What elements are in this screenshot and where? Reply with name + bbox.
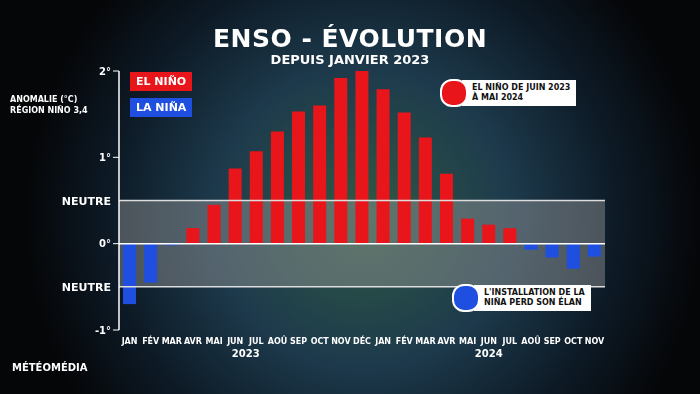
svg-text:OCT: OCT — [564, 337, 583, 346]
html-text:ENSO - ÉVOLUTION: ENSO - ÉVOLUTION — [212, 24, 488, 53]
svg-text:AOÛ: AOÛ — [268, 335, 288, 346]
html-text:EL NIÑO: EL NIÑO — [136, 75, 187, 88]
svg-text:JUL: JUL — [502, 337, 518, 346]
svg-text:MAI: MAI — [206, 337, 223, 346]
svg-text:DÉC: DÉC — [353, 335, 371, 346]
svg-text:SEP: SEP — [290, 337, 307, 346]
html-text:2024: 2024 — [474, 348, 503, 359]
svg-text:2°: 2° — [99, 66, 111, 77]
svg-text:AVR: AVR — [184, 337, 202, 346]
svg-text:MAR: MAR — [162, 337, 182, 346]
html-text:LA NIÑA: LA NIÑA — [136, 101, 187, 114]
svg-text:0°: 0° — [99, 238, 111, 249]
html-text:MÉTÉOMÉDIA: MÉTÉOMÉDIA — [12, 362, 88, 373]
svg-text:-1°: -1° — [95, 325, 111, 336]
html-text:NIÑA PERD SON ÉLAN: NIÑA PERD SON ÉLAN — [484, 298, 582, 307]
svg-text:AVR: AVR — [438, 337, 456, 346]
html-text:RÉGION NIÑO 3,4: RÉGION NIÑO 3,4 — [10, 106, 88, 115]
svg-text:MAI: MAI — [459, 337, 476, 346]
svg-text:JAN: JAN — [374, 337, 391, 346]
html-text:DEPUIS JANVIER 2023: DEPUIS JANVIER 2023 — [270, 52, 430, 67]
svg-text:NEUTRE: NEUTRE — [62, 195, 111, 208]
svg-text:NEUTRE: NEUTRE — [62, 281, 111, 294]
svg-text:JUL: JUL — [248, 337, 264, 346]
svg-text:NOV: NOV — [585, 337, 605, 346]
svg-text:JUN: JUN — [226, 337, 243, 346]
html-text:ANOMALIE (°C): ANOMALIE (°C) — [10, 95, 78, 104]
html-text:À MAI 2024: À MAI 2024 — [472, 93, 524, 102]
svg-text:FÉV: FÉV — [396, 335, 414, 346]
html-text:EL NIÑO DE JUIN 2023: EL NIÑO DE JUIN 2023 — [472, 83, 571, 92]
svg-text:MAR: MAR — [415, 337, 435, 346]
svg-text:AOÛ: AOÛ — [521, 335, 541, 346]
svg-text:FÉV: FÉV — [142, 335, 160, 346]
svg-text:OCT: OCT — [311, 337, 330, 346]
svg-text:1°: 1° — [99, 152, 111, 163]
svg-text:JAN: JAN — [121, 337, 138, 346]
html-text:2023: 2023 — [231, 348, 260, 359]
svg-text:JUN: JUN — [480, 337, 497, 346]
svg-text:SEP: SEP — [544, 337, 561, 346]
svg-text:NOV: NOV — [331, 337, 351, 346]
html-text:L'INSTALLATION DE LA: L'INSTALLATION DE LA — [484, 288, 585, 297]
